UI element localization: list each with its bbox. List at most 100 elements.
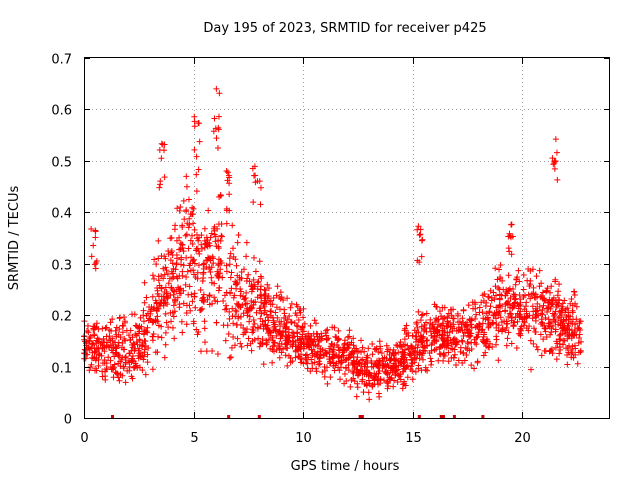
data-point <box>168 268 175 275</box>
data-point <box>409 360 416 367</box>
data-point <box>532 311 539 318</box>
data-point <box>147 310 154 317</box>
data-point <box>267 308 274 315</box>
data-point <box>573 303 580 310</box>
data-point <box>265 317 272 324</box>
data-point <box>264 314 271 321</box>
data-point <box>218 233 225 240</box>
data-point <box>504 320 511 327</box>
data-point <box>365 389 372 396</box>
data-point <box>549 300 556 307</box>
data-point <box>109 347 116 354</box>
data-point <box>90 326 97 333</box>
y-tick-label: 0 <box>64 413 72 428</box>
data-point <box>176 304 183 311</box>
chart-title: Day 195 of 2023, SRMTID for receiver p42… <box>203 21 486 36</box>
data-point <box>229 305 236 312</box>
data-point <box>386 351 393 358</box>
data-point <box>186 221 193 228</box>
data-point <box>510 303 517 310</box>
data-point <box>490 289 497 296</box>
data-point <box>135 324 142 331</box>
data-point <box>92 228 99 235</box>
data-point <box>369 340 376 347</box>
data-point <box>214 144 221 151</box>
data-point <box>558 325 565 332</box>
data-point <box>577 338 584 345</box>
data-point <box>161 271 168 278</box>
data-point <box>353 393 360 400</box>
data-point <box>295 343 302 350</box>
data-point <box>155 277 162 284</box>
data-point <box>111 353 118 360</box>
data-point <box>412 368 419 375</box>
data-point <box>478 327 485 334</box>
data-point <box>343 377 350 384</box>
data-point <box>300 314 307 321</box>
data-point <box>257 315 264 322</box>
data-point <box>251 163 258 170</box>
data-point <box>237 292 244 299</box>
data-point <box>438 334 445 341</box>
data-point <box>553 356 560 363</box>
data-point <box>120 346 127 353</box>
data-point <box>262 287 269 294</box>
data-point <box>172 266 179 273</box>
data-point <box>482 340 489 347</box>
data-point <box>89 340 96 347</box>
data-point <box>460 349 467 356</box>
data-point <box>179 245 186 252</box>
data-point <box>185 196 192 203</box>
data-point <box>431 337 438 344</box>
data-point <box>201 325 208 332</box>
data-point <box>506 248 513 255</box>
data-point <box>189 204 196 211</box>
data-point <box>229 222 236 229</box>
data-point <box>424 337 431 344</box>
data-point <box>462 344 469 351</box>
data-point <box>255 335 262 342</box>
data-point <box>415 329 422 336</box>
data-point <box>171 226 178 233</box>
data-point <box>419 350 426 357</box>
data-point <box>349 351 356 358</box>
data-point <box>561 337 568 344</box>
data-point <box>553 149 560 156</box>
data-point <box>441 352 448 359</box>
data-point <box>168 247 175 254</box>
data-point <box>213 135 220 142</box>
data-point <box>122 354 129 361</box>
data-point <box>552 136 559 143</box>
data-point <box>496 296 503 303</box>
data-point <box>479 326 486 333</box>
data-point <box>215 113 222 120</box>
data-point <box>394 366 401 373</box>
data-point <box>223 302 230 309</box>
data-point <box>129 334 136 341</box>
data-point <box>203 234 210 241</box>
data-point <box>468 321 475 328</box>
data-point <box>448 354 455 361</box>
data-point <box>452 362 459 369</box>
data-point <box>278 349 285 356</box>
data-point <box>402 325 409 332</box>
grid-lines <box>84 58 610 418</box>
data-point <box>528 292 535 299</box>
data-point <box>568 327 575 334</box>
data-point <box>397 376 404 383</box>
data-point <box>377 343 384 350</box>
data-point <box>441 338 448 345</box>
data-point <box>168 234 175 241</box>
data-point <box>350 370 357 377</box>
data-point <box>310 330 317 337</box>
data-point <box>209 300 216 307</box>
data-point <box>92 265 99 272</box>
data-point <box>335 347 342 354</box>
data-point <box>250 327 257 334</box>
data-point <box>547 289 554 296</box>
data-point <box>163 290 170 297</box>
data-point <box>267 345 274 352</box>
data-point <box>413 336 420 343</box>
plot-frame <box>84 57 610 419</box>
data-point <box>510 323 517 330</box>
